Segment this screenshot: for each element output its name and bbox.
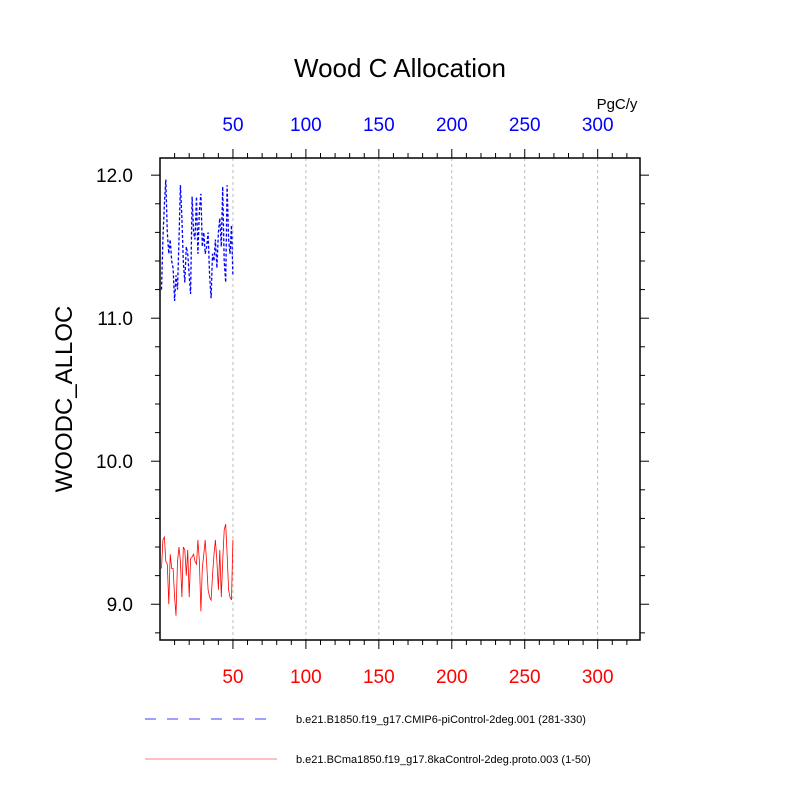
- legend: b.e21.B1850.f19_g17.CMIP6-piControl-2deg…: [145, 714, 591, 766]
- legend-label-blue: b.e21.B1850.f19_g17.CMIP6-piControl-2deg…: [296, 714, 586, 726]
- chart-title: Wood C Allocation: [294, 53, 506, 83]
- legend-label-red: b.e21.BCma1850.f19_g17.8kaControl-2deg.p…: [296, 754, 591, 766]
- x-tick-label-top: 250: [509, 115, 541, 136]
- series-line-blue: [160, 179, 234, 302]
- plot-frame: [159, 157, 641, 641]
- x-tick-label-top: 150: [363, 115, 395, 136]
- y-tick-label: 9.0: [107, 595, 133, 616]
- x-tick-label-bottom: 50: [222, 667, 243, 688]
- y-tick-label: 10.0: [96, 452, 133, 473]
- x-tick-label-bottom: 150: [363, 667, 395, 688]
- x-tick-label-top: 100: [290, 115, 322, 136]
- x-tick-label-bottom: 100: [290, 667, 322, 688]
- x-tick-label-bottom: 250: [509, 667, 541, 688]
- x-tick-label-bottom: 200: [436, 667, 468, 688]
- x-tick-label-bottom: 300: [582, 667, 614, 688]
- y-axis-label: WOODC_ALLOC: [51, 306, 78, 493]
- series-line-red: [161, 523, 234, 616]
- y-tick-label: 12.0: [96, 166, 133, 187]
- x-tick-label-top: 50: [222, 115, 243, 136]
- y-tick-label: 11.0: [97, 309, 133, 330]
- x-tick-label-top: 200: [436, 115, 468, 136]
- x-tick-label-top: 300: [582, 115, 614, 136]
- units-label: PgC/y: [597, 96, 638, 113]
